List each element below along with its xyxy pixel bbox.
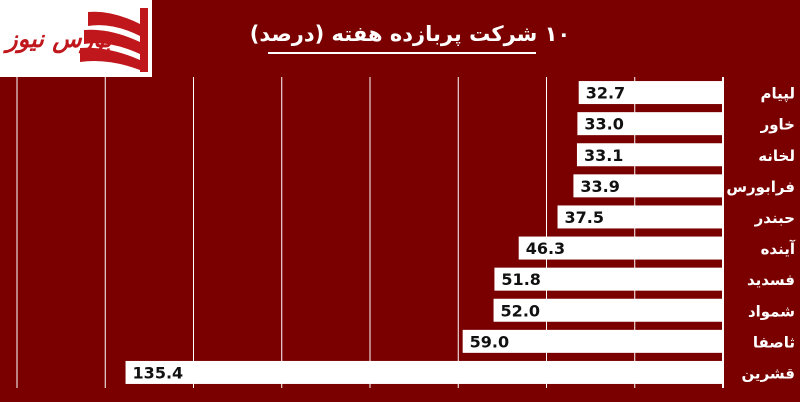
bar-value-label: 32.7 (586, 84, 625, 103)
bar (573, 174, 723, 198)
category-label: لپیام (760, 85, 795, 104)
bar-value-label: 51.8 (501, 270, 540, 289)
bar (557, 205, 723, 229)
bar (518, 236, 723, 260)
category-label: آینده (761, 240, 796, 258)
category-label: لخانه (758, 147, 795, 165)
bar-value-label: 37.5 (565, 208, 604, 227)
category-label: فسدید (747, 271, 795, 289)
category-label: حبندر (754, 209, 795, 227)
bar-value-label: 59.0 (470, 332, 509, 351)
bar-value-label: 46.3 (526, 239, 565, 258)
bar (462, 329, 723, 353)
bar-value-label: 33.1 (584, 146, 623, 165)
bar (578, 81, 723, 105)
category-label: خاور (760, 116, 795, 134)
red-waves-logo-icon (80, 8, 148, 72)
chart-title: ۱۰ شرکت پربازده هفته (درصد) (249, 22, 571, 46)
bar-value-label: 135.4 (133, 363, 184, 382)
category-label: شمواد (748, 302, 795, 320)
bar-value-label: 52.0 (501, 301, 540, 320)
bar-value-label: 33.9 (580, 177, 619, 196)
category-label: فرابورس (726, 178, 795, 196)
logo: بورس نیوز (0, 0, 152, 77)
category-label: ثاصفا (753, 333, 795, 351)
title-underline (268, 52, 536, 54)
bar (494, 267, 723, 291)
bar (576, 143, 723, 167)
bar (577, 112, 723, 136)
bar (125, 360, 724, 384)
bar (493, 298, 723, 322)
logo-text: بورس نیوز (6, 24, 113, 53)
category-label: قشرین (741, 364, 795, 382)
bar-value-label: 33.0 (584, 115, 623, 134)
